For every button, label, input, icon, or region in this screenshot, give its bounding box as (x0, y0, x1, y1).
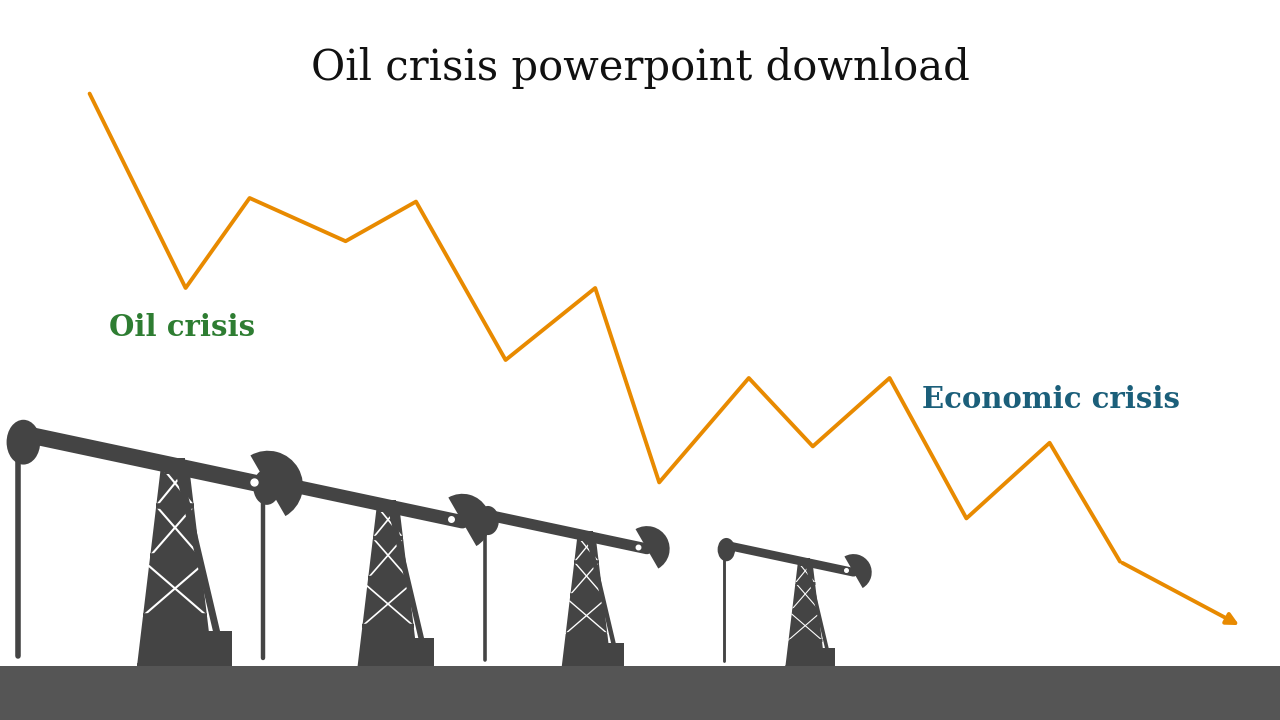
Polygon shape (137, 466, 212, 666)
Ellipse shape (718, 538, 735, 562)
Bar (165, 458, 186, 474)
Wedge shape (448, 494, 490, 546)
Polygon shape (562, 536, 612, 666)
Bar (380, 500, 396, 513)
Text: Oil crisis: Oil crisis (109, 313, 255, 342)
Bar (184, 631, 232, 666)
Bar (593, 643, 623, 666)
Wedge shape (636, 526, 669, 569)
Wedge shape (251, 451, 303, 516)
Text: Economic crisis: Economic crisis (922, 385, 1180, 414)
Bar (355, 666, 422, 680)
Bar (800, 558, 810, 566)
Ellipse shape (253, 469, 280, 505)
Bar (580, 531, 593, 541)
Ellipse shape (6, 420, 40, 464)
Bar (396, 638, 434, 666)
Polygon shape (786, 562, 826, 666)
Bar (783, 666, 827, 675)
Bar (559, 666, 614, 678)
Polygon shape (357, 506, 419, 666)
Text: Oil crisis powerpoint download: Oil crisis powerpoint download (311, 47, 969, 89)
Ellipse shape (477, 506, 499, 535)
Wedge shape (845, 554, 872, 588)
Bar (133, 666, 218, 684)
Bar (810, 648, 835, 666)
Bar (0, 666, 1280, 720)
